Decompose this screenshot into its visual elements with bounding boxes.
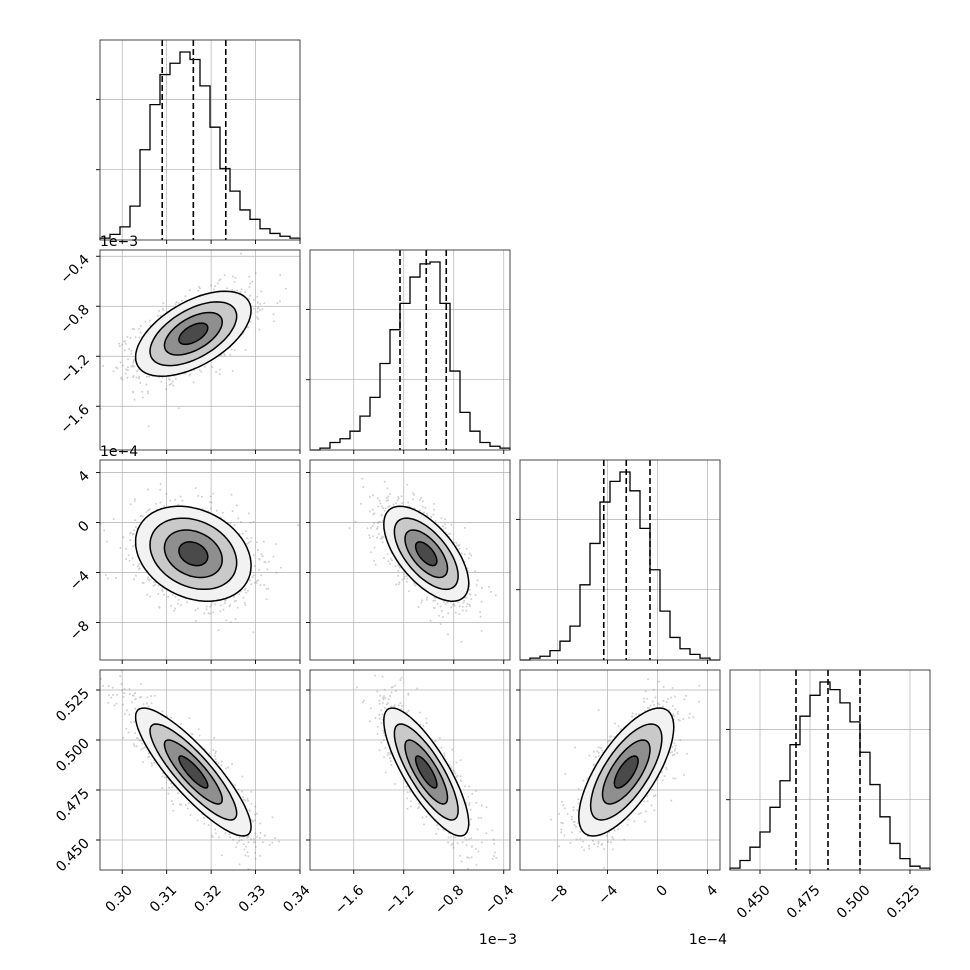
ytick-label-2-2: 0	[75, 518, 93, 536]
xtick-label-0-0: 0.30	[102, 882, 135, 915]
contour-2-1-1	[404, 529, 449, 579]
contour-1-0-3	[134, 290, 252, 377]
xtick-label-0-3: 0.33	[236, 882, 269, 915]
x-offset-label-1: 1e−3	[479, 932, 517, 948]
ytick-label-1-3: −0.4	[57, 252, 92, 287]
ytick-label-3-1: 0.475	[53, 786, 93, 826]
contour-3-1-2	[393, 723, 459, 821]
xtick-label-0-4: 0.34	[280, 882, 313, 915]
pair-panel-3-0	[99, 669, 301, 871]
histogram-3	[729, 681, 931, 870]
density-fill-1-0-3	[178, 323, 208, 345]
y-offset-label-1: 1e−3	[100, 234, 138, 250]
ytick-label-2-3: 4	[75, 468, 93, 486]
contour-3-1-3	[383, 707, 470, 837]
pair-frame-3-1	[309, 669, 511, 871]
contour-3-1-0	[414, 755, 438, 789]
density-fill-2-1-3	[415, 541, 437, 566]
contour-2-1-2	[393, 517, 459, 591]
pair-panel-2-0	[99, 459, 301, 661]
hist-frame-1	[309, 249, 511, 451]
density-fill-3-0-3	[178, 756, 208, 788]
contour-2-0-0	[178, 541, 209, 567]
xtick-label-3-0: 0.450	[734, 882, 774, 922]
pair-frame-3-0	[99, 669, 301, 871]
ytick-label-1-1: −1.2	[57, 352, 92, 387]
xtick-label-1-0: −1.6	[332, 882, 367, 917]
density-fill-3-2-3	[614, 756, 639, 788]
contour-3-2-2	[589, 723, 663, 821]
histogram-0	[99, 51, 301, 240]
xtick-label-3-1: 0.475	[784, 882, 824, 922]
pair-frame-2-1	[309, 459, 511, 661]
pair-frame-2-0	[99, 459, 301, 661]
contour-3-2-0	[613, 755, 639, 789]
hist-panel-1	[306, 249, 511, 451]
pair-panel-3-1	[309, 669, 511, 871]
contour-2-1-0	[414, 541, 438, 567]
contour-1-0-2	[149, 301, 238, 367]
hist-frame-2	[519, 459, 721, 661]
hist-frame-0	[99, 39, 301, 241]
xtick-label-2-1: −4	[595, 882, 621, 908]
contour-3-0-2	[149, 723, 238, 821]
xtick-label-3-2: 0.500	[834, 882, 874, 922]
histogram-2	[520, 471, 720, 661]
pair-panel-2-1	[309, 459, 511, 661]
contour-3-0-1	[163, 739, 223, 805]
contour-3-0-3	[134, 707, 252, 837]
pair-frame-1-0	[99, 249, 301, 451]
y-offset-label-2: 1e−4	[100, 444, 138, 460]
ytick-label-2-1: −4	[67, 568, 93, 594]
xtick-label-2-0: −8	[545, 882, 571, 908]
hist-panel-3	[726, 669, 931, 871]
xtick-label-1-3: −0.4	[482, 882, 517, 917]
contour-3-2-1	[601, 739, 651, 805]
histogram-1	[310, 261, 511, 451]
ytick-label-3-2: 0.500	[53, 736, 93, 776]
xtick-label-3-3: 0.525	[884, 882, 924, 922]
ytick-label-1-2: −0.8	[57, 302, 92, 337]
xtick-label-2-2: 0	[653, 882, 671, 900]
hist-panel-0	[96, 39, 301, 241]
contour-3-0-0	[178, 755, 209, 789]
contour-3-2-3	[578, 707, 675, 837]
contour-1-0-0	[178, 322, 209, 346]
pair-frame-3-2	[519, 669, 721, 871]
xtick-label-0-1: 0.31	[147, 882, 180, 915]
contour-1-0-1	[163, 311, 223, 356]
ytick-label-3-3: 0.525	[53, 686, 93, 726]
contour-2-1-3	[383, 505, 470, 602]
pair-panel-3-2	[519, 669, 721, 871]
xtick-label-2-3: 4	[703, 882, 721, 900]
xtick-label-0-2: 0.32	[191, 882, 224, 915]
pair-panel-1-0	[99, 249, 301, 451]
contour-3-1-1	[404, 739, 449, 805]
ytick-label-2-0: −8	[67, 618, 93, 644]
ytick-label-3-0: 0.450	[53, 836, 93, 876]
density-fill-3-1-3	[415, 756, 437, 788]
hist-frame-3	[729, 669, 931, 871]
contour-2-0-1	[163, 529, 223, 579]
x-offset-label-2: 1e−4	[689, 932, 727, 948]
contour-2-0-3	[134, 505, 252, 602]
density-fill-2-0-3	[178, 541, 208, 566]
ytick-label-1-0: −1.6	[57, 402, 92, 437]
hist-panel-2	[516, 459, 721, 661]
xtick-label-1-1: −1.2	[382, 882, 417, 917]
xtick-label-1-2: −0.8	[432, 882, 467, 917]
contour-2-0-2	[149, 517, 238, 591]
